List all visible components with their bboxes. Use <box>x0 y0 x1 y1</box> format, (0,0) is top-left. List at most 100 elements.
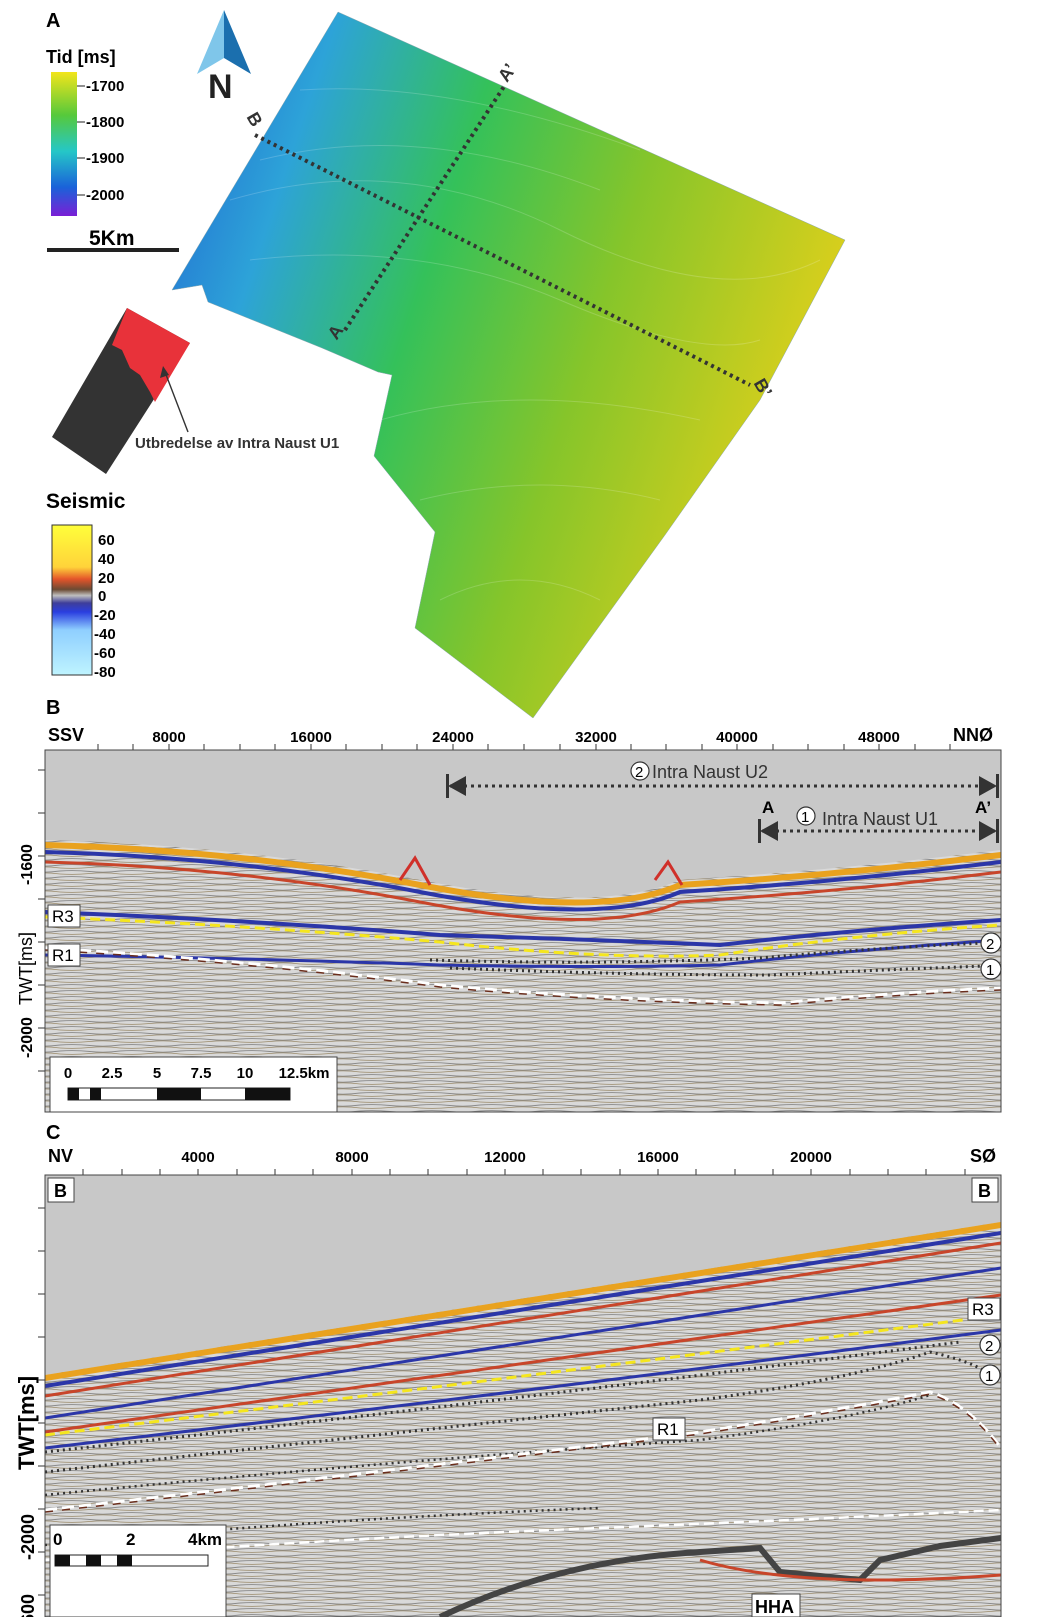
c-tick-marks <box>45 1169 1001 1176</box>
arrow-u1-start: A <box>762 798 774 817</box>
horizon-r3-c <box>45 1313 1001 1437</box>
panel-letter-c: C <box>46 1122 60 1144</box>
b-direction-left: SSV <box>48 725 84 745</box>
b-r1-text: R1 <box>52 946 74 965</box>
c-marker-1: 1 <box>979 1364 1001 1386</box>
c-y-axis-label: TWT[ms] <box>14 1376 39 1470</box>
b-tick-marks <box>97 744 951 750</box>
time-surface-map <box>171 11 846 719</box>
b-x-tick-40000: 40000 <box>716 729 758 746</box>
time-legend: Tid [ms] -1700 -1800 -1900 -2000 <box>46 47 124 216</box>
c-direction-right: SØ <box>970 1146 996 1166</box>
panel-b: B SSV NNØ 8000 16000 24000 32000 40000 4… <box>16 697 1002 1113</box>
extent-inset: Utbredelse av Intra Naust U1 <box>52 308 339 474</box>
seis-tick-m60: -60 <box>94 645 116 662</box>
seis-tick-60: 60 <box>98 532 115 549</box>
b-scale-7-5: 7.5 <box>191 1065 212 1082</box>
c-y-tick-2000: -2000 <box>18 1514 38 1560</box>
panel-c: C NV SØ 4000 8000 12000 16000 20000 TWT[… <box>14 1122 1002 1617</box>
c-scale-0: 0 <box>53 1530 62 1549</box>
c-x-tick-20000: 20000 <box>790 1149 832 1166</box>
north-arrow: N <box>197 10 251 106</box>
svg-text:1: 1 <box>985 1368 993 1385</box>
arrow-u2-number: 2 <box>635 764 643 781</box>
b-scale-2-5: 2.5 <box>102 1065 123 1082</box>
time-legend-title: Tid [ms] <box>46 47 116 67</box>
svg-text:1: 1 <box>986 962 994 979</box>
panel-letter-a: A <box>46 10 60 32</box>
svg-text:B: B <box>978 1181 991 1201</box>
time-tick-1800: -1800 <box>86 114 124 131</box>
north-arrow-icon <box>197 10 224 74</box>
horizon-r3-b <box>45 915 1001 958</box>
horizon-r1-b <box>45 946 1001 1005</box>
north-label: N <box>208 68 233 106</box>
profile-label-a-end: A’ <box>494 60 520 85</box>
c-label-hha: HHA <box>751 1593 801 1617</box>
horizon-r1-c <box>45 1390 1001 1512</box>
seis-tick-m20: -20 <box>94 607 116 624</box>
b-scale-bar: 0 2.5 5 7.5 10 12.5km <box>49 1056 338 1113</box>
b-x-tick-8000: 8000 <box>152 729 185 746</box>
b-x-tick-32000: 32000 <box>575 729 617 746</box>
b-label-r1: R1 <box>47 943 81 967</box>
panel-letter-b: B <box>46 697 60 719</box>
seis-tick-40: 40 <box>98 551 115 568</box>
c-x-tick-16000: 16000 <box>637 1149 679 1166</box>
b-r3-text: R3 <box>52 907 74 926</box>
c-marker-2: 2 <box>979 1334 1001 1356</box>
b-x-ticks: 8000 16000 24000 32000 40000 48000 <box>152 729 900 746</box>
arrow-u2-label: Intra Naust U2 <box>652 762 768 782</box>
b-x-tick-48000: 48000 <box>858 729 900 746</box>
seis-tick-0: 0 <box>98 588 106 605</box>
svg-text:2: 2 <box>986 936 994 953</box>
svg-text:R1: R1 <box>657 1420 679 1439</box>
b-scale-12-5: 12.5km <box>279 1065 330 1082</box>
seismic-legend-title: Seismic <box>46 490 126 513</box>
seismic-legend-colorbar <box>51 524 93 676</box>
arrow-u1-end: A’ <box>975 798 991 817</box>
time-legend-ticks: -1700 -1800 -1900 -2000 <box>77 78 124 204</box>
c-x-tick-12000: 12000 <box>484 1149 526 1166</box>
c-label-r3: R3 <box>967 1297 1001 1321</box>
seismic-legend-ticks: 60 40 20 0 -20 -40 -60 -80 <box>94 532 116 681</box>
profile-label-b-start: B <box>243 109 267 130</box>
inset-extent <box>112 308 190 402</box>
c-x-ticks: 4000 8000 12000 16000 20000 <box>181 1149 832 1166</box>
map-texture <box>229 88 821 601</box>
c-scale-bar: 0 2 4km <box>49 1524 227 1617</box>
c-corner-left: B <box>47 1177 75 1203</box>
c-corner-right: B <box>971 1177 999 1203</box>
arrow-intra-naust-u2: 2 Intra Naust U2 <box>446 761 999 798</box>
b-scale-10: 10 <box>237 1065 254 1082</box>
b-marker-1: 1 <box>980 958 1002 980</box>
arrow-u1-number: 1 <box>801 809 809 826</box>
svg-text:HHA: HHA <box>755 1597 794 1617</box>
surface-2-b <box>429 941 986 964</box>
b-y-tick-2000: -2000 <box>19 1017 36 1058</box>
b-y-tick-1600: -1600 <box>19 844 36 885</box>
b-x-tick-16000: 16000 <box>290 729 332 746</box>
b-scale-5: 5 <box>153 1065 161 1082</box>
arrow-u1-label: Intra Naust U1 <box>822 809 938 829</box>
c-y-tick-1600: -1600 <box>18 1594 38 1617</box>
c-scale-2: 2 <box>126 1530 135 1549</box>
c-x-tick-4000: 4000 <box>181 1149 214 1166</box>
surface-2-c <box>45 1340 961 1454</box>
time-legend-colorbar <box>51 72 77 216</box>
profile-line-b <box>254 133 751 387</box>
time-tick-2000: -2000 <box>86 187 124 204</box>
time-tick-1900: -1900 <box>86 150 124 167</box>
seismic-section-b <box>45 750 1001 1112</box>
b-scale-0: 0 <box>64 1065 72 1082</box>
c-label-r1: R1 <box>652 1417 686 1441</box>
inset-label: Utbredelse av Intra Naust U1 <box>135 435 339 452</box>
svg-text:B: B <box>54 1181 67 1201</box>
b-label-r3: R3 <box>47 904 81 928</box>
c-x-tick-8000: 8000 <box>335 1149 368 1166</box>
c-direction-left: NV <box>48 1146 73 1166</box>
map-scale-bar: 5Km <box>47 227 179 252</box>
surface-1-b <box>449 964 986 977</box>
panel-a: A A A’ B B’ N Tid [ms] <box>46 10 846 719</box>
